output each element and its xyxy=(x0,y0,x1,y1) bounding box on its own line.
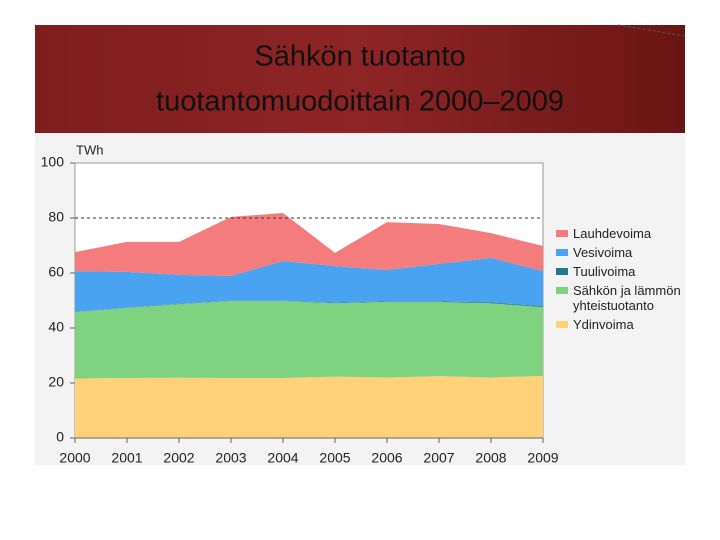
slide-title: Sähkön tuotanto xyxy=(254,41,465,73)
title-banner xyxy=(35,25,685,133)
y-axis-label: TWh xyxy=(76,142,103,157)
legend-label: Sähkön ja lämmön yhteistuotanto xyxy=(573,283,681,313)
legend-item: Sähkön ja lämmön yhteistuotanto xyxy=(556,283,686,313)
x-tick-label: 2001 xyxy=(111,450,142,466)
legend: Lauhdevoima Vesivoima Tuulivoima Sähkön ja … xyxy=(556,226,686,336)
y-tick-label: 20 xyxy=(48,374,64,390)
legend-item: Ydinvoima xyxy=(556,317,686,332)
x-tick-label: 2008 xyxy=(475,450,506,466)
legend-item: Vesivoima xyxy=(556,245,686,260)
legend-swatch xyxy=(556,321,568,328)
legend-swatch xyxy=(556,230,568,237)
y-tick-label: 40 xyxy=(48,319,64,335)
y-tick-label: 80 xyxy=(48,209,64,225)
y-tick-label: 0 xyxy=(56,429,64,445)
x-tick-label: 2009 xyxy=(527,450,558,466)
legend-swatch xyxy=(556,268,568,275)
legend-label: Ydinvoima xyxy=(573,317,634,332)
x-tick-label: 2000 xyxy=(59,450,90,466)
area xyxy=(75,375,543,438)
y-tick-label: 60 xyxy=(48,264,64,280)
legend-swatch xyxy=(556,249,568,256)
y-tick-label: 100 xyxy=(41,154,65,170)
legend-swatch xyxy=(556,287,568,294)
x-tick-label: 2006 xyxy=(371,450,402,466)
slide-title: tuotantomuodoittain 2000–2009 xyxy=(156,86,564,118)
legend-item: Lauhdevoima xyxy=(556,226,686,241)
x-tick-label: 2003 xyxy=(215,450,246,466)
x-tick-label: 2005 xyxy=(319,450,350,466)
decoration xyxy=(617,24,686,37)
x-tick-label: 2002 xyxy=(163,450,194,466)
area xyxy=(75,213,543,277)
legend-label: Tuulivoima xyxy=(573,264,636,279)
area xyxy=(75,301,543,379)
legend-item: Tuulivoima xyxy=(556,264,686,279)
legend-label: Lauhdevoima xyxy=(573,226,652,241)
area xyxy=(75,257,543,312)
legend-label: Vesivoima xyxy=(573,245,633,260)
x-tick-label: 2007 xyxy=(423,450,454,466)
x-tick-label: 2004 xyxy=(267,450,298,466)
